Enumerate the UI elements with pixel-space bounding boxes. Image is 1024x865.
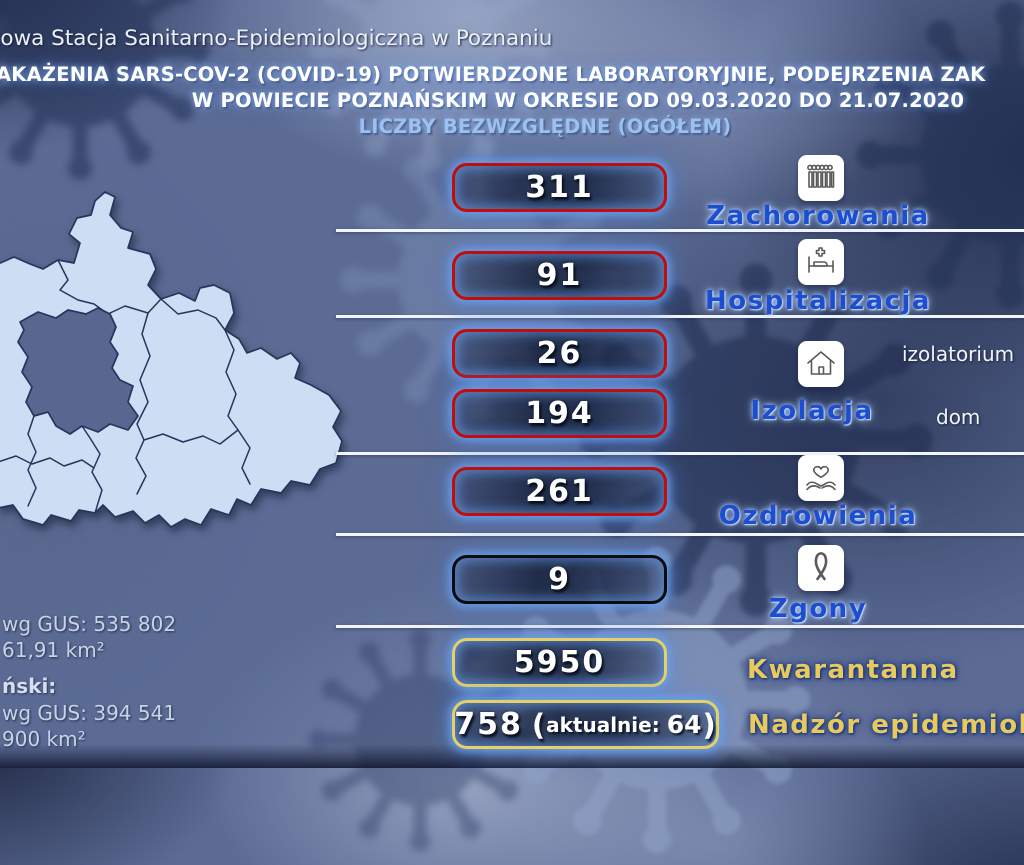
city-population-footnote: wg GUS: 535 802	[2, 612, 177, 636]
nadzor-value-box: 758 ( aktualnie: 64 )	[452, 700, 719, 749]
izolacja-dom-value-box: 194	[452, 389, 667, 438]
zgony-value: 9	[548, 562, 571, 597]
izolacja-label: Izolacja	[750, 396, 874, 426]
zachorowania-value-box: 311	[452, 163, 667, 212]
row-divider	[336, 533, 1024, 536]
nadzor-note-paren-close: )	[702, 707, 716, 742]
people-group-icon	[798, 155, 844, 201]
zachorowania-label: Zachorowania	[706, 201, 930, 231]
izolacja-izolatorium-value-box: 26	[452, 329, 667, 378]
poster-title-line3: LICZBY BEZWZGLĘDNE (OGÓŁEM)	[358, 115, 732, 138]
nadzor-note-label: aktualnie:	[546, 712, 660, 737]
ozdrowienia-value: 261	[525, 474, 594, 509]
hospitalizacja-value-box: 91	[452, 251, 667, 300]
nadzor-note-paren-open: (	[531, 707, 546, 742]
virus-decoration	[845, 0, 1024, 320]
row-divider	[336, 452, 1024, 455]
ozdrowienia-value-box: 261	[452, 467, 667, 516]
nadzor-note-value: 64	[666, 710, 702, 739]
ozdrowienia-label: Ozdrowienia	[718, 501, 918, 531]
izolatorium-sublabel: izolatorium	[902, 342, 1015, 366]
zachorowania-value: 311	[525, 170, 594, 205]
nadzor-label: Nadzór epidemiologiczny	[748, 710, 1024, 740]
hospitalizacja-label: Hospitalizacja	[705, 286, 931, 316]
house-icon	[798, 341, 844, 387]
poster-title-line1: AKAŻENIA SARS-COV-2 (COVID-19) POTWIERDZ…	[0, 63, 986, 86]
izolacja-izolatorium-value: 26	[536, 336, 583, 371]
row-divider	[336, 315, 1024, 318]
nadzor-value: 758	[454, 707, 523, 742]
hands-heart-icon	[798, 455, 844, 501]
kwarantanna-value-box: 5950	[452, 638, 667, 687]
zgony-label: Zgony	[768, 594, 868, 624]
hospitalizacja-value: 91	[536, 258, 583, 293]
city-area-footnote: 61,91 km²	[2, 638, 105, 662]
covid-infographic-poster: { "header": { "agency": "towa Stacja San…	[0, 0, 1024, 768]
agency-name: towa Stacja Sanitarno-Epidemiologiczna w…	[0, 26, 553, 51]
hospital-bed-icon	[798, 239, 844, 285]
izolacja-dom-value: 194	[525, 396, 594, 431]
county-population-footnote: wg GUS: 394 541	[2, 701, 177, 725]
poznan-county-map	[0, 191, 343, 528]
county-heading-footnote: ński:	[2, 674, 57, 698]
awareness-ribbon-icon	[798, 545, 844, 591]
zgony-value-box: 9	[452, 555, 667, 604]
row-divider	[336, 625, 1024, 628]
poster-title-line2: W POWIECIE POZNAŃSKIM W OKRESIE OD 09.03…	[191, 89, 965, 112]
kwarantanna-value: 5950	[513, 645, 606, 680]
row-divider	[336, 229, 1024, 232]
kwarantanna-label: Kwarantanna	[747, 655, 959, 685]
dom-sublabel: dom	[936, 405, 981, 429]
county-area-footnote: 900 km²	[2, 727, 86, 751]
